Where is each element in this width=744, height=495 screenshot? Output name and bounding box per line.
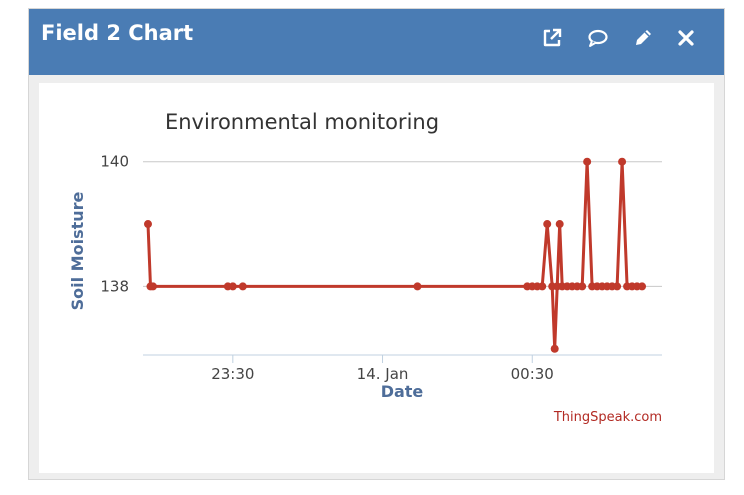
edit-button[interactable] bbox=[631, 26, 655, 50]
data-point-27[interactable] bbox=[613, 282, 622, 291]
y-tick-label-0: 138 bbox=[100, 277, 129, 295]
y-axis-label: Soil Moisture bbox=[68, 191, 87, 310]
widget-title: Field 2 Chart bbox=[41, 21, 194, 45]
data-point-21[interactable] bbox=[583, 157, 592, 166]
comment-button[interactable] bbox=[586, 26, 610, 50]
data-point-5[interactable] bbox=[238, 282, 247, 291]
open-external-button[interactable] bbox=[540, 26, 564, 50]
chart-svg: Environmental monitoring 23:30 14. Jan 00:… bbox=[68, 110, 662, 425]
thingspeak-credit[interactable]: ThingSpeak.com bbox=[553, 410, 662, 425]
chart-widget: Field 2 Chart bbox=[28, 8, 725, 480]
chart-title: Environmental monitoring bbox=[165, 110, 439, 134]
comment-icon bbox=[588, 29, 608, 47]
x-tick-label-1: 14. Jan bbox=[357, 365, 409, 383]
close-button[interactable] bbox=[674, 26, 698, 50]
data-point-10[interactable] bbox=[538, 282, 547, 291]
data-point-4[interactable] bbox=[228, 282, 237, 291]
data-point-11[interactable] bbox=[543, 220, 552, 229]
x-tick-label-2: 00:30 bbox=[511, 365, 554, 383]
y-axis-ticks: 138 140 bbox=[100, 153, 129, 296]
data-point-32[interactable] bbox=[638, 282, 647, 291]
y-tick-label-1: 140 bbox=[100, 153, 129, 171]
data-point-0[interactable] bbox=[143, 220, 152, 229]
widget-header: Field 2 Chart bbox=[29, 9, 724, 75]
chart-panel: Environmental monitoring 23:30 14. Jan 00:… bbox=[39, 83, 714, 473]
series-soil-moisture bbox=[143, 157, 647, 353]
data-point-2[interactable] bbox=[148, 282, 157, 291]
close-icon bbox=[678, 30, 694, 46]
series-line-0 bbox=[146, 160, 642, 351]
data-point-28[interactable] bbox=[618, 157, 627, 166]
x-axis: 23:30 14. Jan 00:30 bbox=[143, 354, 662, 383]
data-point-13[interactable] bbox=[550, 344, 559, 353]
edit-pencil-icon bbox=[636, 30, 651, 45]
open-external-icon bbox=[543, 28, 562, 47]
data-point-20[interactable] bbox=[578, 282, 587, 291]
data-point-6[interactable] bbox=[413, 282, 422, 291]
x-axis-label: Date bbox=[381, 382, 424, 401]
data-point-15[interactable] bbox=[555, 220, 564, 229]
x-tick-label-0: 23:30 bbox=[211, 365, 254, 383]
